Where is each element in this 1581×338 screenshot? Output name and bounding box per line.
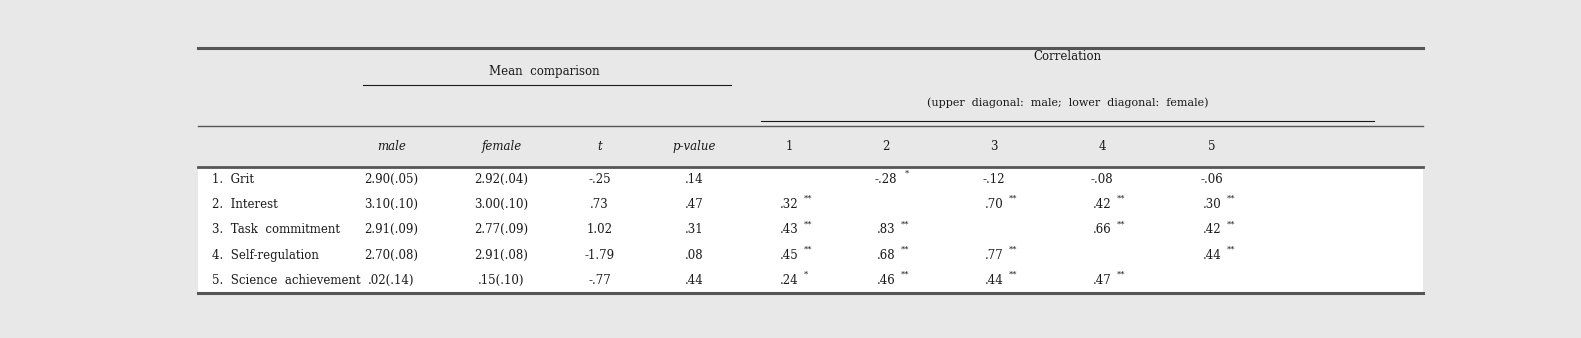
Text: 4.  Self-regulation: 4. Self-regulation xyxy=(212,249,319,262)
Text: 3: 3 xyxy=(990,140,998,153)
Text: .73: .73 xyxy=(590,198,609,211)
Text: .77: .77 xyxy=(985,249,1004,262)
Text: .47: .47 xyxy=(685,198,704,211)
Text: .42: .42 xyxy=(1203,223,1222,236)
Text: -.25: -.25 xyxy=(588,173,610,186)
Text: .14: .14 xyxy=(685,173,704,186)
Text: 2.90(.05): 2.90(.05) xyxy=(364,173,419,186)
Text: -.06: -.06 xyxy=(1202,173,1224,186)
Bar xyxy=(198,217,1423,243)
Text: 1: 1 xyxy=(786,140,794,153)
Text: **: ** xyxy=(901,220,909,228)
Text: .31: .31 xyxy=(685,223,704,236)
Text: -.12: -.12 xyxy=(983,173,1006,186)
Text: .24: .24 xyxy=(779,274,798,287)
Text: .66: .66 xyxy=(1092,223,1111,236)
Bar xyxy=(198,243,1423,268)
Text: .08: .08 xyxy=(685,249,704,262)
Text: 2: 2 xyxy=(882,140,890,153)
Text: .30: .30 xyxy=(1203,198,1222,211)
Text: .42: .42 xyxy=(1092,198,1111,211)
Text: (upper  diagonal:  male;  lower  diagonal:  female): (upper diagonal: male; lower diagonal: f… xyxy=(926,98,1208,108)
Text: .70: .70 xyxy=(985,198,1004,211)
Text: male: male xyxy=(376,140,406,153)
Text: 2.70(.08): 2.70(.08) xyxy=(364,249,419,262)
Text: .83: .83 xyxy=(877,223,895,236)
Text: Correlation: Correlation xyxy=(1034,50,1102,63)
Text: *: * xyxy=(805,271,808,279)
Text: Mean  comparison: Mean comparison xyxy=(489,65,599,78)
Bar xyxy=(198,192,1423,217)
Text: 3.10(.10): 3.10(.10) xyxy=(364,198,419,211)
Text: .68: .68 xyxy=(877,249,895,262)
Text: **: ** xyxy=(1227,245,1235,254)
Text: -.28: -.28 xyxy=(874,173,898,186)
Text: **: ** xyxy=(1116,195,1126,203)
Text: **: ** xyxy=(901,271,909,279)
Text: .02(.14): .02(.14) xyxy=(368,274,414,287)
Text: 2.92(.04): 2.92(.04) xyxy=(474,173,528,186)
Text: **: ** xyxy=(1009,271,1017,279)
Text: **: ** xyxy=(1116,220,1126,228)
Text: .43: .43 xyxy=(779,223,798,236)
Text: **: ** xyxy=(1009,195,1017,203)
Text: 3.00(.10): 3.00(.10) xyxy=(474,198,528,211)
Text: .44: .44 xyxy=(1203,249,1222,262)
Text: **: ** xyxy=(1116,271,1126,279)
Text: t: t xyxy=(598,140,602,153)
Text: 1.02: 1.02 xyxy=(587,223,612,236)
Bar xyxy=(198,268,1423,293)
Text: 3.  Task  commitment: 3. Task commitment xyxy=(212,223,340,236)
Text: **: ** xyxy=(805,245,813,254)
Text: **: ** xyxy=(901,245,909,254)
Text: 5.  Science  achievement: 5. Science achievement xyxy=(212,274,360,287)
Text: .15(.10): .15(.10) xyxy=(477,274,525,287)
Text: -.08: -.08 xyxy=(1091,173,1113,186)
Text: *: * xyxy=(904,170,909,178)
Text: 2.  Interest: 2. Interest xyxy=(212,198,278,211)
Text: .47: .47 xyxy=(1092,274,1111,287)
Bar xyxy=(198,126,1423,167)
Text: 2.77(.09): 2.77(.09) xyxy=(474,223,528,236)
Text: **: ** xyxy=(805,220,813,228)
Bar xyxy=(198,167,1423,192)
Text: **: ** xyxy=(1009,245,1017,254)
Text: female: female xyxy=(481,140,522,153)
Text: 5: 5 xyxy=(1208,140,1216,153)
Text: .44: .44 xyxy=(985,274,1004,287)
Text: .44: .44 xyxy=(685,274,704,287)
Text: 4: 4 xyxy=(1099,140,1105,153)
Text: 2.91(.09): 2.91(.09) xyxy=(364,223,419,236)
Text: **: ** xyxy=(1227,195,1235,203)
Text: **: ** xyxy=(805,195,813,203)
Text: 1.  Grit: 1. Grit xyxy=(212,173,255,186)
Text: **: ** xyxy=(1227,220,1235,228)
Text: -1.79: -1.79 xyxy=(585,249,615,262)
Text: .46: .46 xyxy=(877,274,895,287)
Text: p-value: p-value xyxy=(672,140,716,153)
Text: -.77: -.77 xyxy=(588,274,610,287)
Text: .45: .45 xyxy=(779,249,798,262)
Text: 2.91(.08): 2.91(.08) xyxy=(474,249,528,262)
Bar xyxy=(198,48,1423,126)
Text: .32: .32 xyxy=(779,198,798,211)
